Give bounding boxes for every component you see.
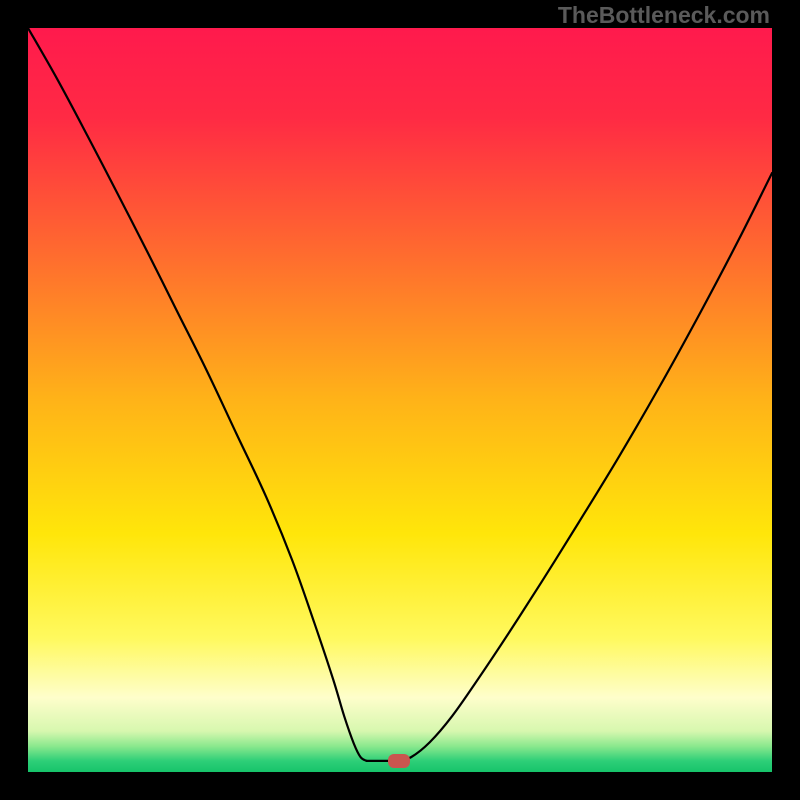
minimum-marker — [388, 754, 410, 768]
plot-area — [28, 28, 772, 772]
chart-container: TheBottleneck.com — [0, 0, 800, 800]
watermark-text: TheBottleneck.com — [558, 2, 770, 29]
curve-svg — [28, 28, 772, 772]
